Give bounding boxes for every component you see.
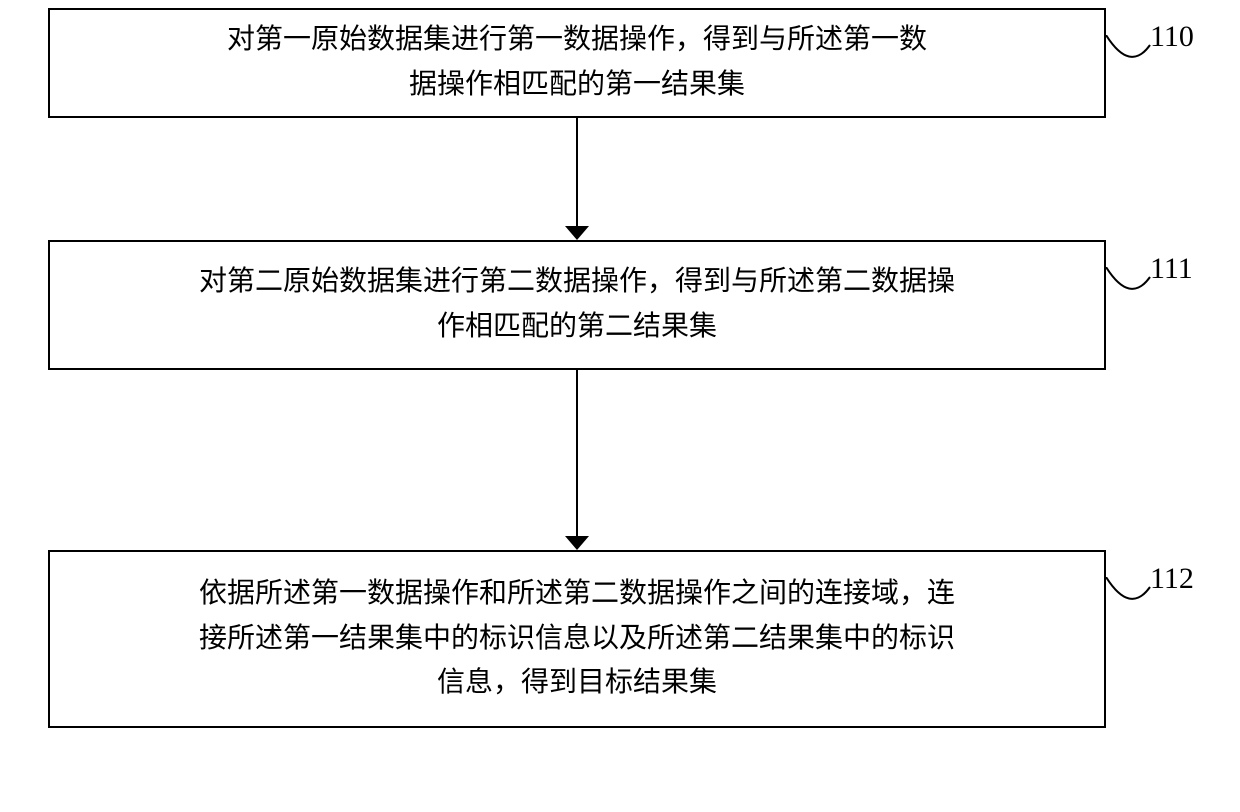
flow-step-2: 对第二原始数据集进行第二数据操作，得到与所述第二数据操作相匹配的第二结果集 xyxy=(48,240,1106,370)
flow-step-3-label: 112 xyxy=(1150,562,1194,596)
flow-step-2-label: 111 xyxy=(1150,252,1193,286)
arrow-head-1 xyxy=(565,226,589,240)
flowchart-container: 对第一原始数据集进行第一数据操作，得到与所述第一数据操作相匹配的第一结果集 11… xyxy=(0,0,1240,812)
connector-curve-1 xyxy=(1106,35,1154,75)
flow-step-1-label: 110 xyxy=(1150,20,1194,54)
arrow-2-to-3 xyxy=(576,370,578,536)
flow-step-2-text: 对第二原始数据集进行第二数据操作，得到与所述第二数据操作相匹配的第二结果集 xyxy=(199,260,955,350)
connector-curve-3 xyxy=(1106,577,1154,617)
arrow-1-to-2 xyxy=(576,118,578,226)
connector-curve-2 xyxy=(1106,267,1154,307)
flow-step-3: 依据所述第一数据操作和所述第二数据操作之间的连接域，连接所述第一结果集中的标识信… xyxy=(48,550,1106,728)
flow-step-1: 对第一原始数据集进行第一数据操作，得到与所述第一数据操作相匹配的第一结果集 xyxy=(48,8,1106,118)
arrow-head-2 xyxy=(565,536,589,550)
flow-step-3-text: 依据所述第一数据操作和所述第二数据操作之间的连接域，连接所述第一结果集中的标识信… xyxy=(199,572,955,706)
flow-step-1-text: 对第一原始数据集进行第一数据操作，得到与所述第一数据操作相匹配的第一结果集 xyxy=(227,18,927,108)
